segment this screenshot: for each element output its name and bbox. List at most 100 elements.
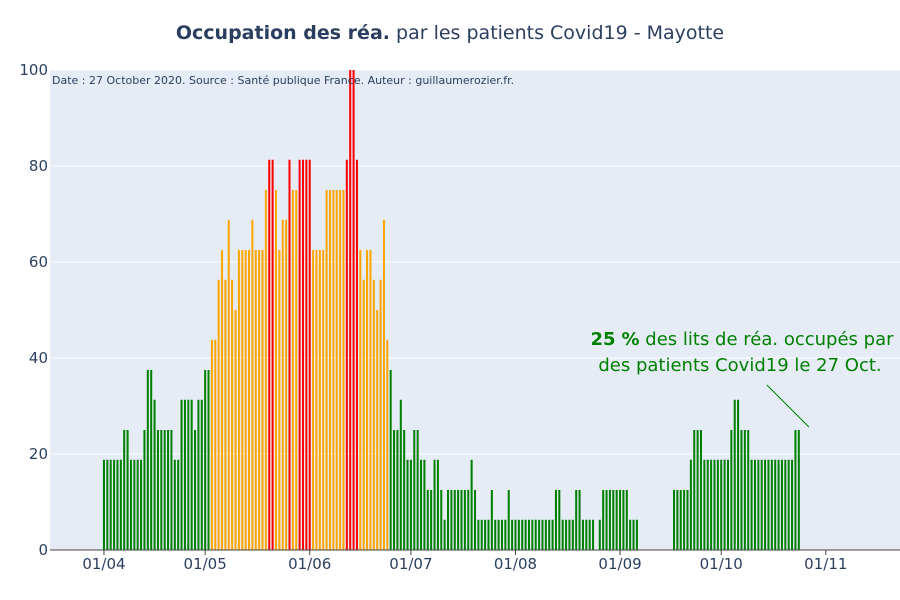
x-axis-ticks: 01/04 01/05 01/06 01/07 01/08 01/09 01/10 01/11 [82,550,847,573]
bar [558,490,561,550]
bar [234,310,237,550]
bar [770,459,773,550]
bar [750,459,753,550]
bar [288,159,291,550]
bar [622,490,625,550]
bar [413,430,416,550]
bar [264,190,267,550]
bar [696,430,699,550]
bar [571,519,574,550]
bar [204,370,207,550]
bar [126,430,129,550]
bar [106,459,109,550]
bar [521,519,524,550]
x-tick-label: 01/08 [494,555,537,573]
bar [366,250,369,550]
bar [723,459,726,550]
x-tick-label: 01/05 [184,555,227,573]
bar [305,159,308,550]
bar [453,490,456,550]
bar [565,519,568,550]
bar [102,459,105,550]
bar [538,519,541,550]
x-tick-label: 01/11 [804,555,847,573]
bar [163,430,166,550]
chart-title-bold: Occupation des réa. [175,22,390,44]
bar [716,459,719,550]
bar [470,459,473,550]
bar [794,430,797,550]
bar [170,430,173,550]
chart-title-rest: par les patients Covid19 - Mayotte [389,22,725,44]
bar [116,459,119,550]
bar [376,310,379,550]
bar [703,459,706,550]
bar [372,279,375,550]
bar [187,399,190,550]
bar [500,519,503,550]
bar [396,430,399,550]
bar [457,490,460,550]
bar [285,219,288,550]
bar [534,519,537,550]
bar [318,250,321,550]
bar [140,459,143,550]
bar [733,399,736,550]
bar [730,430,733,550]
bar [676,490,679,550]
bar [581,519,584,550]
y-axis-ticks: 0 20 40 60 80 100 [19,61,48,559]
x-tick-label: 01/04 [82,555,125,573]
bar [369,250,372,550]
bar [568,519,571,550]
bar [436,459,439,550]
bar [406,459,409,550]
bar [258,250,261,550]
bar [507,490,510,550]
bar [146,370,149,550]
bar [247,250,251,550]
bar [544,519,547,550]
bar [777,459,780,550]
bar [747,430,750,550]
bar [332,190,335,550]
bar [780,459,783,550]
bar [355,159,358,550]
bar [494,519,497,550]
bar [426,490,429,550]
bar [150,370,153,550]
bar [531,519,534,550]
bar [561,519,564,550]
bar [713,459,716,550]
bar [214,339,217,550]
bar [362,279,365,550]
bar [632,519,635,550]
bar [797,430,800,550]
bar [254,250,257,550]
bar [190,399,193,550]
bar [487,519,490,550]
bar [244,250,247,550]
bar [774,459,777,550]
bar [315,250,318,550]
y-tick-label: 20 [29,445,48,463]
bar [393,430,396,550]
bar [706,459,709,550]
bar [619,490,622,550]
bar [301,159,304,550]
bar [443,519,446,550]
bar [194,430,197,550]
bar [231,279,234,550]
bar [608,490,611,550]
y-tick-label: 80 [29,157,48,175]
bar [686,490,689,550]
bar [177,459,180,550]
bar [241,250,244,550]
bar [753,459,756,550]
bar [109,459,112,550]
bar [504,519,507,550]
bar [278,250,281,550]
bar [463,490,466,550]
bar [399,399,402,550]
